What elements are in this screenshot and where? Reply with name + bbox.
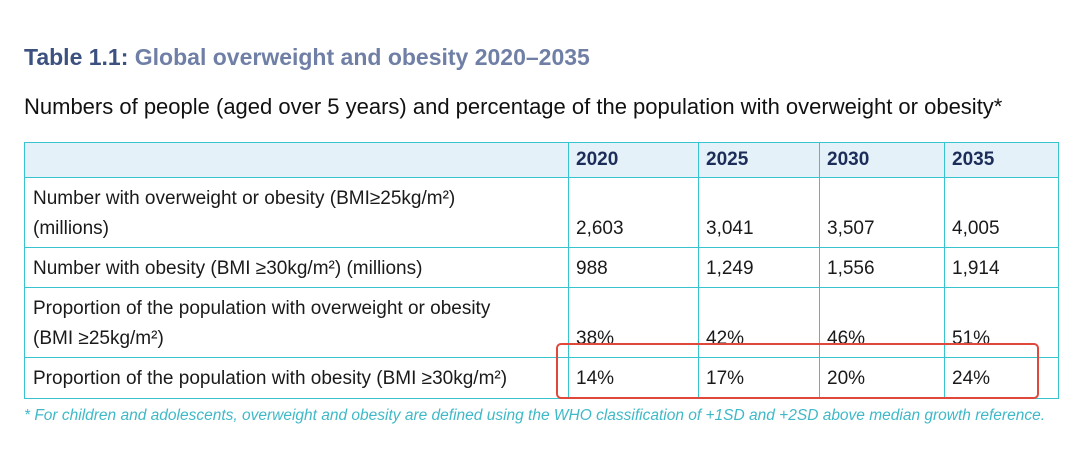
- table-cell: 17%: [698, 357, 820, 399]
- column-header: 2030: [819, 142, 945, 178]
- obesity-table: 2020 2025 2030 2035 Number with overweig…: [24, 142, 1059, 399]
- highlight-box: [556, 343, 1039, 399]
- table-header-row: 2020 2025 2030 2035: [24, 142, 1059, 178]
- footnote: * For children and adolescents, overweig…: [24, 407, 1045, 424]
- column-header: 2020: [568, 142, 699, 178]
- table-title: Table 1.1: Global overweight and obesity…: [24, 44, 590, 71]
- row-label-line: (millions): [33, 218, 109, 239]
- table-number: Table 1.1:: [24, 44, 129, 70]
- row-label: Number with overweight or obesity (BMI≥2…: [24, 177, 569, 248]
- row-label-line: Proportion of the population with overwe…: [33, 298, 491, 319]
- table-cell: 20%: [819, 357, 945, 399]
- row-label: Proportion of the population with obesit…: [24, 357, 569, 399]
- table-title-text: Global overweight and obesity 2020–2035: [134, 44, 590, 70]
- column-header: 2035: [944, 142, 1059, 178]
- table-cell: 1,556: [819, 247, 945, 288]
- table-row: Number with obesity (BMI ≥30kg/m²) (mill…: [24, 247, 1059, 288]
- table-row: Number with overweight or obesity (BMI≥2…: [24, 177, 1059, 248]
- table-cell: 1,249: [698, 247, 820, 288]
- row-label: Number with obesity (BMI ≥30kg/m²) (mill…: [24, 247, 569, 288]
- table-row: Proportion of the population with obesit…: [24, 357, 1059, 399]
- table-cell: 3,507: [819, 177, 945, 248]
- table-subtitle: Numbers of people (aged over 5 years) an…: [24, 94, 1003, 119]
- row-label: Proportion of the population with overwe…: [24, 287, 569, 358]
- row-label-line: Number with overweight or obesity (BMI≥2…: [33, 188, 456, 209]
- header-blank-cell: [24, 142, 569, 178]
- table-cell: 46%: [819, 287, 945, 358]
- table-cell: 2,603: [568, 177, 699, 248]
- column-header: 2025: [698, 142, 820, 178]
- table-cell: 988: [568, 247, 699, 288]
- table-cell: 3,041: [698, 177, 820, 248]
- table-cell: 1,914: [944, 247, 1059, 288]
- table-cell: 4,005: [944, 177, 1059, 248]
- row-label-line: (BMI ≥25kg/m²): [33, 328, 164, 349]
